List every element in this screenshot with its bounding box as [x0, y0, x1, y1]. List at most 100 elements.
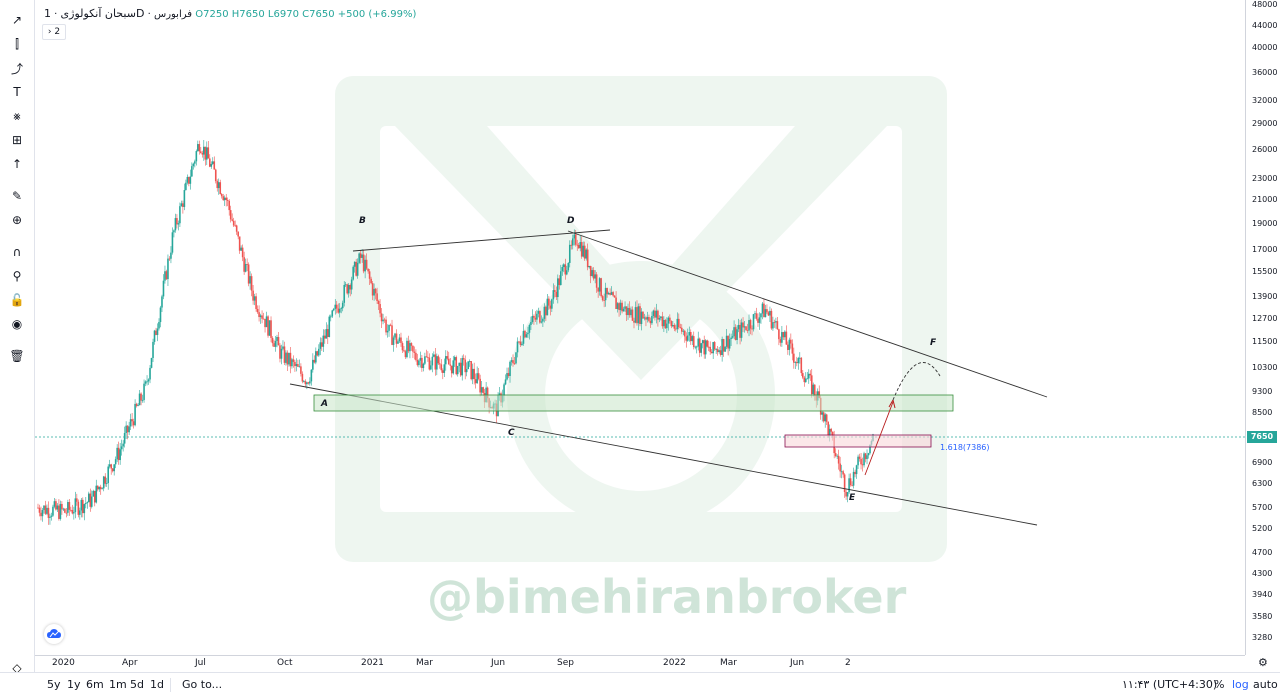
- cursor-icon[interactable]: ↗: [11, 13, 23, 27]
- candle-body: [444, 356, 447, 365]
- candle-body: [152, 341, 154, 358]
- candle-body: [407, 340, 410, 352]
- projection-arrow: [864, 401, 894, 476]
- candle-body: [867, 453, 870, 456]
- candle-body: [140, 393, 142, 401]
- candle-body: [737, 324, 740, 330]
- chart-area[interactable]: [35, 0, 1245, 655]
- symbol-name[interactable]: سبحان آنکولوژی: [60, 7, 136, 20]
- candle-body: [323, 335, 326, 339]
- candle-body: [498, 393, 501, 396]
- price-chart[interactable]: [35, 0, 1245, 655]
- gear-icon[interactable]: ⚙: [1258, 656, 1268, 669]
- timezone-label[interactable]: ۱۱:۴۳ (UTC+4:30): [1122, 678, 1218, 691]
- candle-body: [385, 319, 387, 333]
- candle-body: [250, 276, 253, 291]
- candle-body: [555, 291, 558, 298]
- candle-body: [518, 341, 520, 343]
- trend-line-icon[interactable]: ⫿: [15, 36, 19, 51]
- path-icon[interactable]: T: [13, 85, 21, 99]
- candle-body: [471, 368, 474, 380]
- wave-label-b: B: [359, 216, 366, 226]
- candle-body: [549, 305, 552, 309]
- interval-label[interactable]: 1D: [44, 7, 145, 20]
- magnet-icon[interactable]: ⚲: [12, 269, 22, 283]
- indicators-collapse-button[interactable]: › 2: [42, 24, 66, 40]
- candle-body: [364, 259, 366, 272]
- candle-body: [368, 271, 371, 279]
- fib-icon[interactable]: ↑: [11, 157, 23, 171]
- price-tick-label: 6300: [1252, 479, 1273, 489]
- range-1d-button[interactable]: 1d: [150, 678, 164, 691]
- high-value: H7650: [231, 9, 265, 20]
- layers-icon[interactable]: ◇: [12, 661, 22, 675]
- candle-body: [409, 343, 411, 352]
- candle-body: [839, 463, 841, 472]
- candle-body: [465, 369, 468, 373]
- candle-body: [447, 358, 450, 365]
- candle-body: [255, 296, 257, 309]
- candle-body: [211, 161, 214, 164]
- candle-body: [570, 244, 573, 246]
- goto-button[interactable]: Go to...: [182, 678, 223, 691]
- candle-body: [486, 387, 489, 399]
- zoom-icon[interactable]: ∩: [12, 245, 22, 259]
- candle-body: [356, 262, 359, 276]
- range-5y-button[interactable]: 5y: [47, 678, 61, 691]
- candle-body: [225, 197, 228, 201]
- range-5d-button[interactable]: 5d: [130, 678, 144, 691]
- candle-body: [261, 315, 263, 319]
- time-tick-label: Apr: [122, 658, 138, 668]
- candle-body: [126, 425, 129, 433]
- drawings-layer: [35, 229, 1245, 526]
- candle-body: [312, 359, 314, 370]
- candle-body: [854, 471, 856, 475]
- candle-body: [610, 292, 613, 295]
- candle-body: [89, 493, 92, 507]
- candle-body: [869, 444, 871, 454]
- fibonacci-label: 1.618(7386): [940, 443, 990, 452]
- candle-body: [361, 254, 363, 258]
- fork-icon[interactable]: ⤴: [10, 61, 23, 76]
- percent-toggle[interactable]: %: [1214, 678, 1225, 691]
- candle-body: [394, 333, 396, 338]
- price-axis[interactable]: 48000 44000 40000 36000 32000 29000 26000 23000…: [1245, 0, 1280, 655]
- lock-drawing-icon[interactable]: 🔓: [9, 293, 25, 307]
- candle-body: [694, 346, 697, 348]
- candle-body: [658, 318, 661, 320]
- candle-body: [728, 339, 731, 349]
- eye-icon[interactable]: 🗑: [9, 349, 25, 363]
- pattern-icon[interactable]: ⊞: [11, 133, 23, 147]
- range-6m-button[interactable]: 6m: [86, 678, 104, 691]
- candle-body: [727, 335, 729, 349]
- candle-body: [439, 363, 441, 365]
- chevron-right-icon: ›: [47, 27, 52, 37]
- symbol-legend: سبحان آنکولوژی · 1D · فرابورس O7250 H765…: [44, 7, 417, 20]
- candle-body: [58, 505, 60, 519]
- arrow-icon[interactable]: ✎: [11, 189, 23, 203]
- candle-body: [437, 356, 440, 364]
- candle-body: [96, 485, 99, 490]
- candle-body: [748, 320, 750, 331]
- ruler-icon[interactable]: ⊕: [11, 213, 23, 227]
- time-axis[interactable]: 2020 Apr Jul Oct 2021 Mar Jun Sep 2022 Mar Jun 2: [35, 655, 1245, 672]
- candle-body: [392, 337, 395, 345]
- auto-toggle[interactable]: auto: [1253, 678, 1278, 691]
- unlock-icon[interactable]: ◉: [11, 317, 23, 331]
- candle-body: [633, 320, 635, 323]
- candle-body: [200, 151, 202, 153]
- candle-body: [582, 245, 585, 257]
- range-1y-button[interactable]: 1y: [67, 678, 81, 691]
- candle-body: [277, 336, 280, 346]
- text-icon[interactable]: ⨳: [13, 108, 21, 123]
- time-tick-label: Oct: [277, 658, 293, 668]
- candle-body: [527, 332, 529, 335]
- candle-body: [412, 345, 414, 352]
- candle-body: [443, 364, 446, 373]
- cloud-icon[interactable]: [44, 624, 64, 644]
- candle-body: [669, 317, 671, 322]
- range-1m-button[interactable]: 1m: [109, 678, 127, 691]
- candle-body: [627, 307, 629, 316]
- candle-body: [509, 361, 511, 376]
- log-toggle[interactable]: log: [1232, 678, 1249, 691]
